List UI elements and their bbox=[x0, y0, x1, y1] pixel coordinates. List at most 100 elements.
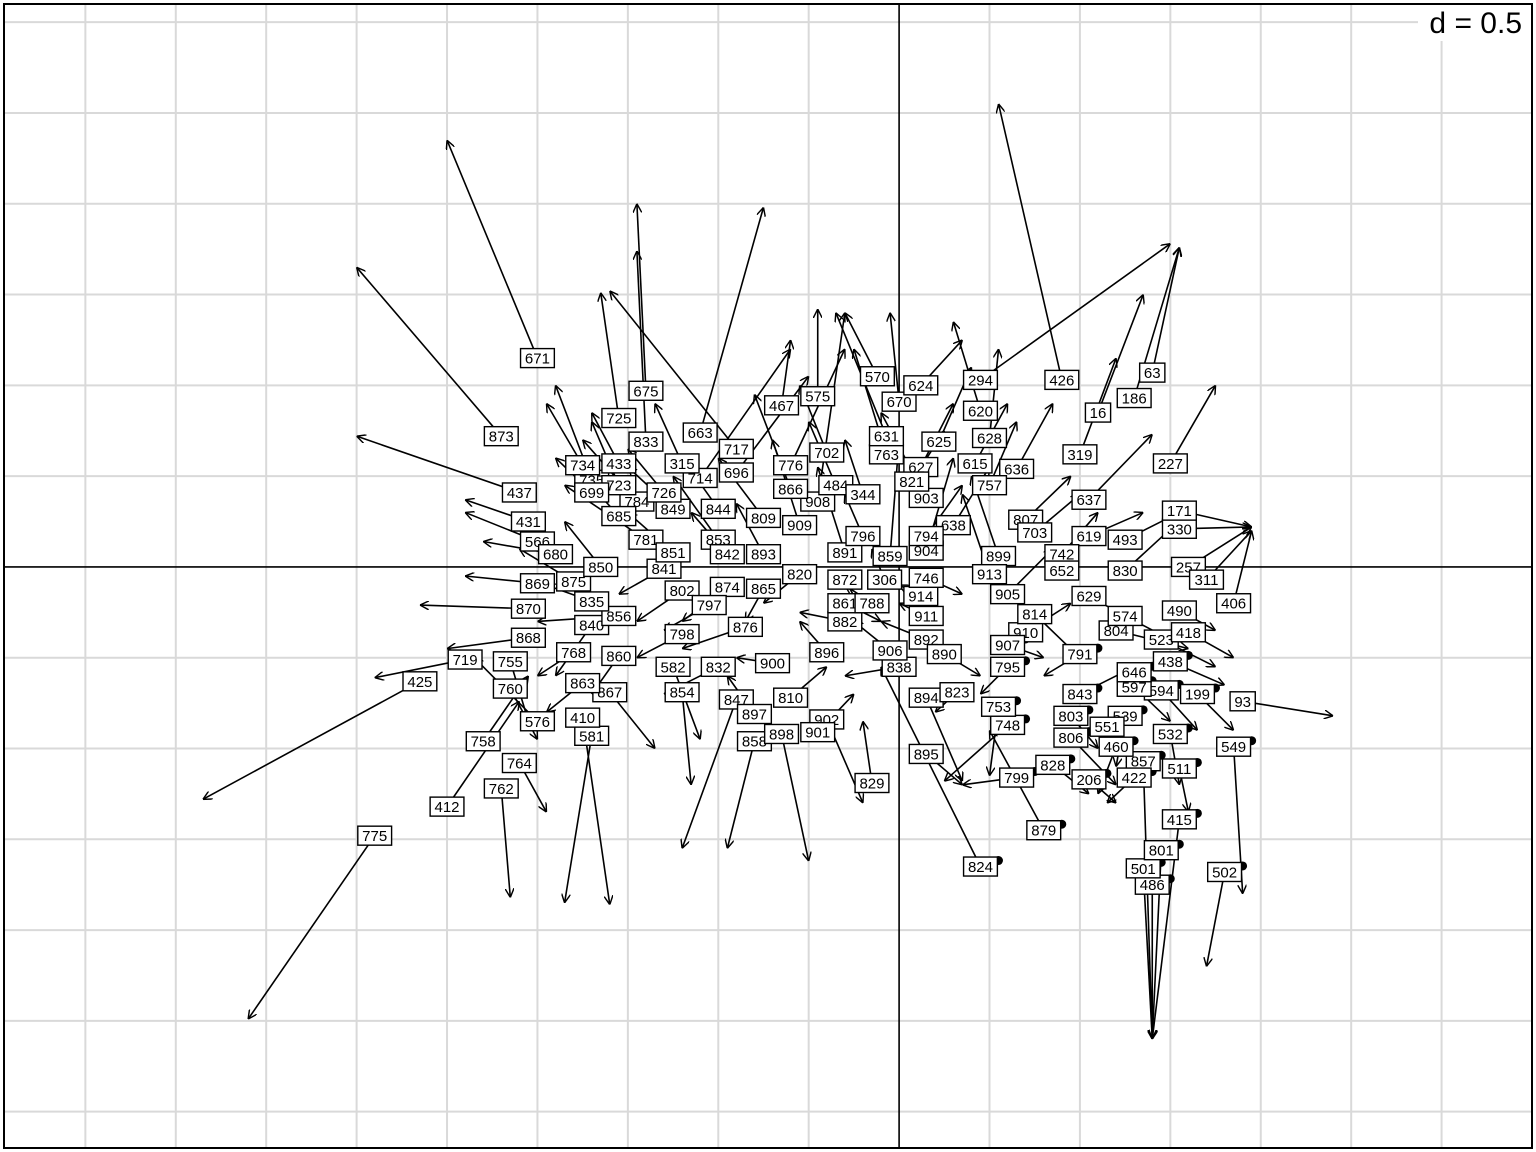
label-box bbox=[718, 438, 754, 460]
label-text: 858 bbox=[742, 734, 767, 751]
label-box bbox=[601, 645, 637, 667]
arrow-label-833: 833 bbox=[628, 431, 664, 452]
label-box bbox=[357, 825, 393, 846]
label-text: 860 bbox=[606, 648, 631, 665]
label-box bbox=[664, 623, 700, 645]
arrow-label-426: 426 bbox=[1044, 369, 1080, 391]
label-box bbox=[664, 453, 700, 474]
arrow-label-685: 685 bbox=[601, 505, 637, 527]
label-box bbox=[565, 707, 601, 728]
label-text: 904 bbox=[914, 543, 939, 560]
arrow-label-758: 758 bbox=[465, 731, 501, 752]
label-text: 898 bbox=[769, 726, 794, 743]
label-text: 906 bbox=[878, 643, 903, 660]
label-box bbox=[939, 682, 975, 703]
label-text: 532 bbox=[1158, 726, 1183, 743]
arrow-label-850: 850 bbox=[583, 556, 619, 578]
label-box bbox=[935, 514, 971, 536]
plot-frame bbox=[3, 3, 1533, 1149]
arrow-label-764: 764 bbox=[501, 752, 537, 774]
arrow-label-344: 344 bbox=[845, 484, 881, 505]
arrow-label-840: 840 bbox=[574, 614, 610, 636]
label-text: 893 bbox=[751, 547, 776, 564]
label-text: 873 bbox=[489, 429, 514, 446]
arrow-label-16: 16 bbox=[1084, 402, 1112, 423]
label-box bbox=[483, 778, 519, 799]
label-text: 63 bbox=[1144, 365, 1161, 382]
label-box bbox=[537, 544, 574, 565]
label-box bbox=[1107, 560, 1143, 581]
arrow-label-330: 330 bbox=[1161, 518, 1197, 539]
arrow-label-438: 438 bbox=[1152, 651, 1188, 672]
label-box bbox=[1017, 522, 1053, 543]
label-text: 725 bbox=[606, 411, 631, 428]
label-box bbox=[1107, 529, 1143, 550]
arrow-label-574: 574 bbox=[1107, 605, 1143, 627]
arrow-227 bbox=[1169, 385, 1215, 464]
label-box bbox=[1161, 600, 1197, 621]
label-text: 702 bbox=[814, 445, 839, 462]
label-box bbox=[628, 380, 664, 401]
label-text: 795 bbox=[995, 659, 1020, 676]
arrow-label-501: 501 bbox=[1125, 858, 1161, 879]
label-text: 418 bbox=[1176, 625, 1201, 642]
label-box bbox=[601, 407, 637, 429]
arrow-label-637: 637 bbox=[1071, 489, 1107, 510]
label-text: 764 bbox=[507, 756, 532, 773]
label-box bbox=[1071, 585, 1107, 607]
arrow-label-799: 799 bbox=[999, 767, 1035, 788]
arrow-870 bbox=[420, 605, 529, 609]
arrow-label-908: 908 bbox=[800, 491, 836, 512]
label-text: 768 bbox=[561, 645, 586, 662]
label-text: 872 bbox=[832, 572, 857, 589]
label-box bbox=[881, 391, 917, 412]
label-text: 794 bbox=[914, 529, 939, 546]
arrow-label-663: 663 bbox=[682, 422, 718, 443]
arrow-829 bbox=[863, 721, 873, 784]
label-box bbox=[655, 656, 691, 677]
arrow-label-830: 830 bbox=[1107, 560, 1143, 581]
arrow-label-843: 843 bbox=[1062, 683, 1098, 705]
label-box bbox=[763, 395, 800, 416]
label-box bbox=[903, 375, 939, 396]
label-text: 493 bbox=[1113, 532, 1138, 549]
arrow-label-723: 723 bbox=[601, 475, 637, 496]
label-box bbox=[980, 696, 1017, 717]
label-text: 833 bbox=[633, 434, 658, 451]
label-box bbox=[1161, 500, 1197, 521]
grid-lines bbox=[4, 4, 1533, 1148]
arrow-label-857: 857 bbox=[1125, 751, 1161, 772]
label-text: 675 bbox=[633, 383, 658, 400]
arrow-label-823: 823 bbox=[939, 682, 975, 703]
scale-label: d = 0.5 bbox=[1429, 7, 1522, 40]
arrow-93 bbox=[1242, 700, 1333, 716]
label-box bbox=[782, 563, 818, 585]
label-text: 637 bbox=[1076, 492, 1101, 509]
label-text: 597 bbox=[1122, 679, 1147, 696]
label-text: 798 bbox=[670, 627, 695, 644]
label-box bbox=[1062, 643, 1098, 665]
label-text: 734 bbox=[570, 458, 595, 475]
label-text: 412 bbox=[435, 799, 460, 816]
label-text: 909 bbox=[787, 518, 812, 535]
label-text: 875 bbox=[561, 574, 586, 591]
label-box bbox=[1071, 769, 1107, 790]
arrow-label-828: 828 bbox=[1035, 754, 1071, 776]
label-text: 570 bbox=[865, 369, 890, 386]
arrow-label-493: 493 bbox=[1107, 529, 1143, 550]
label-text: 821 bbox=[899, 474, 924, 491]
arrow-410 bbox=[581, 717, 610, 905]
label-box bbox=[908, 567, 944, 589]
arrow-label-768: 768 bbox=[556, 642, 592, 663]
label-text: 16 bbox=[1090, 405, 1107, 422]
label-box bbox=[510, 598, 547, 619]
arrow-label-898: 898 bbox=[763, 723, 800, 745]
arrow-label-801: 801 bbox=[1143, 839, 1179, 861]
label-text: 820 bbox=[787, 567, 812, 584]
arrow-663 bbox=[699, 207, 763, 433]
label-text: 746 bbox=[914, 570, 939, 587]
label-text: 796 bbox=[850, 529, 875, 546]
arrow-label-755: 755 bbox=[492, 651, 528, 672]
label-text: 914 bbox=[908, 588, 933, 605]
label-box bbox=[845, 484, 881, 505]
